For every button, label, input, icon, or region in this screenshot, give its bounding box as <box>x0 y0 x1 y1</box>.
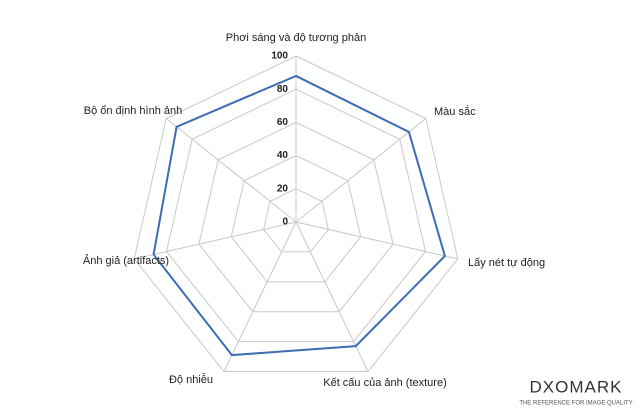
grid-line <box>198 121 394 313</box>
spoke <box>295 221 458 260</box>
series-line <box>152 74 447 357</box>
logo-tagline: THE REFERENCE FOR IMAGE QUALITY <box>519 401 632 407</box>
axis-label: Bộ ổn định hình ảnh <box>84 105 182 117</box>
logo-name: DXOMARK <box>530 377 623 396</box>
grid-line <box>263 188 329 253</box>
axis-label: Ảnh giả (artifacts) <box>83 254 169 267</box>
axis-label: Màu sắc <box>434 105 476 118</box>
tick-label: 40 <box>277 150 289 161</box>
tick-label: 20 <box>277 183 289 194</box>
spoke <box>223 221 297 372</box>
tick-label: 0 <box>282 217 288 228</box>
spoke <box>295 118 427 223</box>
tick-label: 100 <box>271 51 288 62</box>
grid-line <box>133 55 459 373</box>
axis-label: Phơi sáng và độ tương phản <box>226 32 366 44</box>
tick-label: 60 <box>277 117 289 128</box>
axis-label: Lấy nét tự động <box>468 257 545 269</box>
grid-line <box>230 155 362 283</box>
spoke <box>134 221 297 260</box>
tick-label: 80 <box>277 84 289 95</box>
axis-label: Độ nhiễu <box>169 373 213 386</box>
spoke <box>165 118 297 223</box>
grid-line <box>165 88 427 343</box>
axis-label: Kết cấu của ảnh (texture) <box>323 377 447 389</box>
